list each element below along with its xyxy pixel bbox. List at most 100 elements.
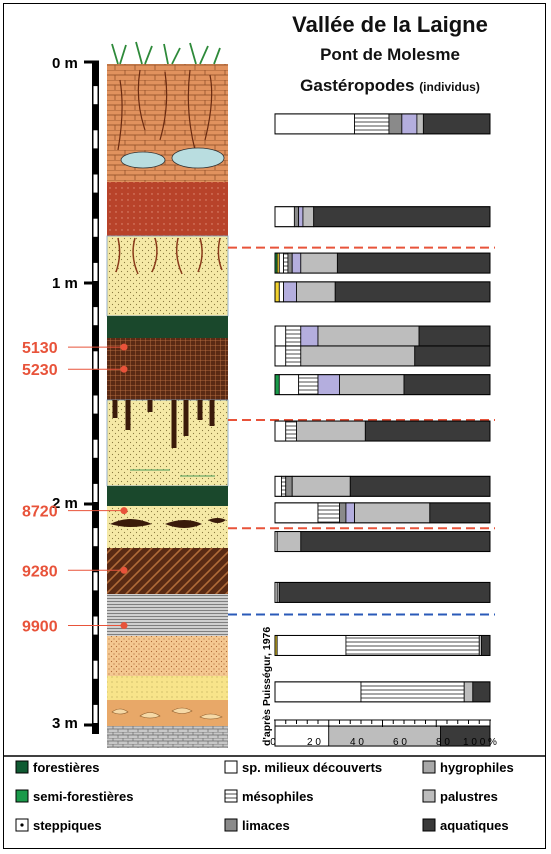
sample-bar [274,252,491,274]
depth-label-0m: 0 m [52,55,78,72]
dating-labels: 5130 5230 8720 9280 9900 [22,340,128,636]
legend-items: forestières sp. milieux découverts hygroph… [15,760,514,833]
stratigraphic-column [106,41,229,748]
sample-bar [274,206,491,228]
legend-swatch [422,760,436,774]
scale-gap [93,174,98,193]
bar-segment-aquatiques [480,635,491,656]
sample-bar [274,113,491,135]
legend-dot [20,823,24,827]
sample-bar [274,634,491,656]
legend-label: steppiques [33,818,102,833]
x-axis-tick-label: 4 0 [350,737,364,748]
bar-segment-limaces [293,206,300,228]
bar-segment-milieux [274,475,282,497]
date-marker [120,507,128,515]
layer-orange-dots [107,636,228,676]
figure-caption: Gastéropodes (individus) [260,76,520,96]
layer-gray-lines [107,594,228,636]
layer-yellow-dots [107,676,228,700]
gravel-pebbles [111,707,223,720]
legend-swatch [15,760,29,774]
sample-bar [274,374,491,396]
legend-item-semi: semi-forestières [15,789,133,804]
date-marker [120,622,128,630]
bar-segment-milieux [274,681,362,703]
sample-bar [274,281,491,303]
x-axis-tick-label: 1 0 0 % [463,737,497,748]
figure-subtitle: Pont de Molesme [320,45,460,64]
bar-segment-mesophiles [285,345,302,367]
caption-main: Gastéropodes [300,76,415,95]
bar-segment-palustres [296,420,366,442]
bar-segment-palustres [317,325,420,347]
scale-gap [93,86,98,105]
depth-label-1m: 1 m [52,275,78,292]
legend-item-mesophiles: mésophiles [224,789,314,804]
bar-segment-hygrophiles [298,206,304,228]
bar-segment-mesophiles [360,681,465,703]
bar-segment-semi [274,374,280,396]
bar-segment-aquatiques [472,681,491,703]
legend-swatch [422,818,436,832]
x-axis-tick-label: 6 0 [393,737,407,748]
bar-segment-milieux [274,502,319,524]
bar-segment-aquatiques [418,325,491,347]
bar-segment-palustres [416,113,424,135]
scale-gap [93,660,98,679]
bar-outline [274,345,491,367]
sample-bar [274,681,491,703]
bar-segment-milieux [274,206,295,228]
x-axis-tick-label: 2 0 [307,737,321,748]
bar-segment-hygrophiles [283,281,297,303]
bar-outline [274,252,491,274]
legend-item-milieux: sp. milieux découverts [224,760,382,775]
scale-gap [93,572,98,591]
date-marker [120,343,128,351]
sample-bar [274,345,491,367]
bar-segment-hygrophiles [345,502,355,524]
legend-swatch [224,760,238,774]
legend-item-aquatiques: aquatiques [422,818,509,833]
bar-outline [274,634,491,656]
bar-segment-limaces [339,502,347,524]
bar-segment-palustres [296,281,336,303]
bar-segment-palustres [291,475,351,497]
bar-segment-palustres [276,531,302,552]
bar-segment-limaces [287,252,293,274]
date-label: 9280 [22,563,58,580]
scale-gap [93,262,98,281]
green-streaks [130,469,215,477]
bar-segment-aquatiques [364,420,491,442]
bar-segment-milieux [274,420,287,442]
scale-gap [93,130,98,149]
bar-segment-aquatiques [313,206,491,228]
bar-segment-milieux [274,325,287,347]
nodule-right [171,147,225,169]
bar-segment-mesophiles [298,374,319,396]
legend-item-steppiques: steppiques [15,818,102,833]
bar-segment-palustres [328,725,441,747]
bar-segment-milieux [278,281,284,303]
depth-label-3m: 3 m [52,715,78,732]
bar-segment-mesophiles [317,502,340,524]
bar-segment-mesophiles [281,475,287,497]
legend-swatch [224,818,238,832]
x-axis-tick-label: 8 0 [436,737,450,748]
scale-gap [93,483,98,502]
legend-item-limaces: limaces [224,818,290,833]
bar-outline [274,206,491,228]
root-traces-mid [115,237,223,275]
bar-outline [274,281,491,303]
bar-segment-aquatiques [336,252,491,274]
bar-outline [274,681,491,703]
sample-bar [274,420,491,442]
bar-outline [274,502,491,524]
sample-bar [274,475,491,497]
scale-gap [93,307,98,326]
bar-segment-milieux [278,374,300,396]
legend-item-hygrophiles: hygrophiles [422,760,514,775]
bar-outline [274,420,491,442]
layer-bedrock [107,726,228,748]
scale-gap [93,351,98,370]
